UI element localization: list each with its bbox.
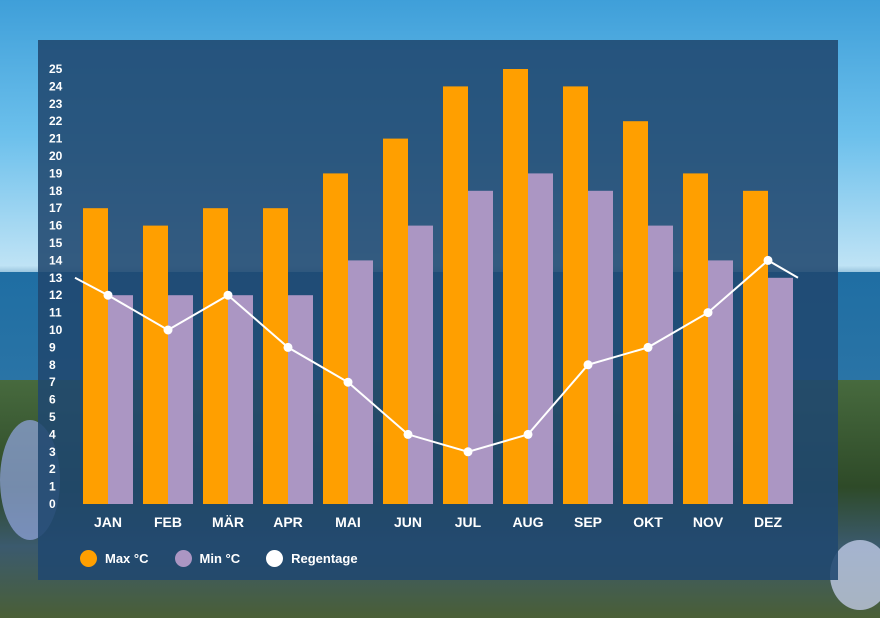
rain-days-point xyxy=(523,429,533,439)
x-tick-label: JUN xyxy=(394,514,422,530)
y-tick-label: 25 xyxy=(49,62,63,76)
x-tick-label: MÄR xyxy=(212,514,244,530)
y-tick-label: 6 xyxy=(49,393,56,407)
x-tick-label: JUL xyxy=(455,514,482,530)
rain-days-point xyxy=(103,290,113,300)
x-tick-label: MAI xyxy=(335,514,361,530)
y-tick-label: 21 xyxy=(49,132,63,146)
y-tick-label: 14 xyxy=(49,253,63,267)
y-tick-label: 11 xyxy=(49,306,62,320)
y-tick-label: 2 xyxy=(49,462,56,476)
y-tick-label: 3 xyxy=(49,445,56,459)
legend-swatch-min xyxy=(174,550,192,567)
x-tick-label: JAN xyxy=(94,514,122,530)
x-tick-label: NOV xyxy=(693,514,724,530)
legend-swatch-max xyxy=(80,550,97,567)
rain-days-point xyxy=(403,429,413,439)
bar-max xyxy=(383,138,408,504)
rain-days-line xyxy=(74,259,799,453)
bar-min xyxy=(708,260,733,504)
bar-min xyxy=(108,295,133,504)
bar-min xyxy=(528,173,553,504)
legend-item-rain: Regentage xyxy=(266,550,358,567)
rain-days-point xyxy=(283,342,293,352)
x-tick-label: APR xyxy=(273,514,303,530)
bar-min xyxy=(408,225,433,504)
y-tick-label: 1 xyxy=(49,480,56,494)
y-tick-label: 8 xyxy=(49,358,56,372)
legend-label-max: Max °C xyxy=(105,551,149,566)
x-tick-label: SEP xyxy=(574,514,602,530)
y-tick-label: 20 xyxy=(49,149,63,163)
y-tick-label: 22 xyxy=(49,114,63,128)
legend-label-rain: Regentage xyxy=(291,551,358,566)
y-tick-label: 13 xyxy=(49,271,63,285)
x-tick-label: FEB xyxy=(154,514,182,530)
bar-max xyxy=(623,121,648,504)
y-tick-label: 12 xyxy=(49,288,63,302)
y-tick-label: 4 xyxy=(49,427,56,441)
x-tick-label: OKT xyxy=(633,514,663,530)
y-tick-label: 7 xyxy=(49,375,56,389)
y-tick-label: 16 xyxy=(49,219,63,233)
y-tick-label: 0 xyxy=(49,497,56,511)
bar-max xyxy=(503,69,528,504)
legend-swatch-rain xyxy=(266,550,284,567)
y-tick-label: 19 xyxy=(49,166,63,180)
bar-min xyxy=(648,225,673,504)
rain-days-point xyxy=(643,342,653,352)
bar-min xyxy=(288,295,313,504)
legend-item-max: Max °C xyxy=(80,550,149,567)
bar-min xyxy=(168,295,193,504)
bar-max xyxy=(323,173,348,504)
rain-days-point xyxy=(343,377,353,387)
bar-max xyxy=(203,208,228,504)
y-tick-label: 23 xyxy=(49,97,63,111)
rain-days-point xyxy=(583,360,593,370)
bar-min xyxy=(588,190,613,505)
bar-min xyxy=(768,277,793,504)
rain-days-point xyxy=(703,308,713,318)
background-flowers-right xyxy=(830,540,880,610)
x-tick-label: DEZ xyxy=(754,514,782,530)
rain-days-point xyxy=(463,447,473,457)
rain-days-point xyxy=(763,255,773,265)
x-tick-label: AUG xyxy=(512,514,543,530)
legend-label-min: Min °C xyxy=(199,551,241,566)
y-tick-label: 24 xyxy=(49,79,63,93)
bar-min xyxy=(228,295,253,504)
chart-legend: Max °C Min °C Regentage xyxy=(80,550,358,567)
y-tick-label: 10 xyxy=(49,323,63,337)
bar-max xyxy=(563,86,588,505)
y-tick-label: 9 xyxy=(49,340,56,354)
y-tick-label: 15 xyxy=(49,236,63,250)
bar-max xyxy=(683,173,708,504)
bar-max xyxy=(743,190,768,505)
bar-max xyxy=(443,86,468,505)
y-tick-label: 5 xyxy=(49,410,56,424)
rain-days-point xyxy=(223,290,233,300)
bar-max xyxy=(143,225,168,504)
legend-item-min: Min °C xyxy=(174,550,241,567)
bar-min xyxy=(468,190,493,505)
bar-max xyxy=(83,208,108,504)
y-tick-label: 17 xyxy=(49,201,63,215)
rain-days-point xyxy=(163,325,173,335)
bar-max xyxy=(263,208,288,504)
y-tick-label: 18 xyxy=(49,184,63,198)
